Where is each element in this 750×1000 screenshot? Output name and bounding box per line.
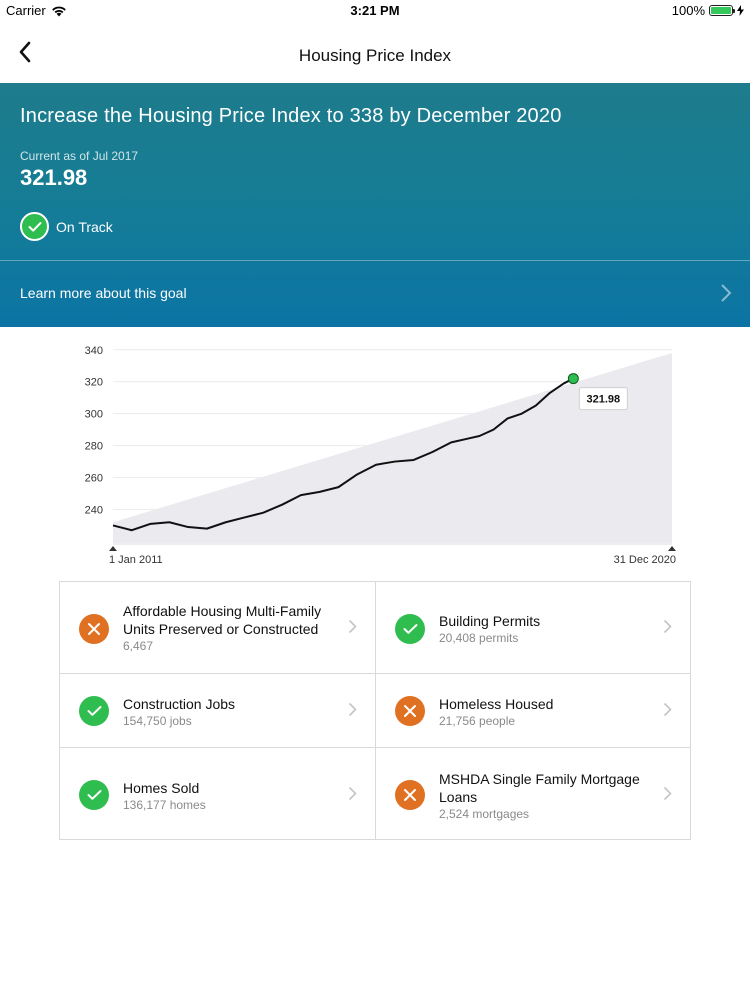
checkmark-icon: [395, 614, 425, 644]
checkmark-icon: [79, 696, 109, 726]
y-tick-label: 300: [85, 409, 103, 421]
divider: [60, 673, 690, 674]
metric-name: Building Permits: [439, 613, 541, 629]
learn-more-row[interactable]: Learn more about this goal: [0, 261, 750, 327]
current-value-label: 321.98: [587, 394, 621, 406]
carrier-label: Carrier: [6, 3, 46, 18]
metric-affordable-housing[interactable]: Affordable Housing Multi-Family Units Pr…: [60, 582, 375, 673]
metric-name: Construction Jobs: [123, 696, 236, 712]
metric-value: 20,408 permits: [439, 631, 519, 645]
charging-bolt-icon: [737, 5, 744, 16]
metric-value: 154,750 jobs: [123, 714, 192, 728]
metric-homes-sold[interactable]: Homes Sold 136,177 homes: [60, 748, 375, 839]
divider: [60, 747, 690, 748]
chevron-right-icon: [348, 786, 357, 801]
checkmark-icon: [20, 212, 49, 241]
y-tick-label: 280: [85, 441, 103, 453]
target-trajectory-area: [113, 352, 672, 543]
y-tick-label: 260: [85, 473, 103, 485]
goal-summary-panel: Increase the Housing Price Index to 338 …: [0, 83, 750, 327]
divider: [0, 260, 750, 261]
related-metrics-grid: Affordable Housing Multi-Family Units Pr…: [59, 581, 691, 840]
metric-name: Homeless Housed: [439, 696, 554, 712]
current-as-of-label: Current as of Jul 2017: [20, 149, 139, 163]
wifi-icon: [51, 6, 66, 16]
series-line: [112, 377, 574, 532]
back-chevron-icon[interactable]: [14, 40, 38, 64]
navigation-bar: Housing Price Index: [0, 22, 750, 83]
chevron-right-icon: [663, 619, 672, 634]
metric-building-permits[interactable]: Building Permits 20,408 permits: [376, 582, 690, 673]
chevron-right-icon: [348, 702, 357, 717]
metric-value: 2,524 mortgages: [439, 807, 530, 821]
y-tick-label: 320: [85, 377, 103, 389]
chevron-right-icon: [663, 702, 672, 717]
x-mark-icon: [395, 696, 425, 726]
chart-canvas: 240 260 280 300 320 340 321.98 1 Jan 2011 31 Dec…: [85, 345, 676, 566]
divider: [375, 582, 376, 839]
carrier-indicator: Carrier: [6, 3, 67, 18]
battery-percent: 100%: [671, 3, 705, 18]
page-title: Housing Price Index: [298, 46, 452, 65]
status-label: On Track: [56, 218, 113, 235]
metric-construction-jobs[interactable]: Construction Jobs 154,750 jobs: [60, 674, 375, 747]
x-mark-icon: [395, 780, 425, 810]
chevron-right-icon: [721, 284, 732, 302]
metric-mshda-mortgage-loans[interactable]: MSHDA Single Family Mortgage Loans 2,524…: [376, 748, 690, 839]
metric-homeless-housed[interactable]: Homeless Housed 21,756 people: [376, 674, 690, 747]
checkmark-icon: [79, 780, 109, 810]
metric-name: Homes Sold: [123, 780, 200, 796]
x-mark-icon: [79, 614, 109, 644]
metric-name: Affordable Housing Multi-Family Units Pr…: [123, 603, 322, 637]
clock: 3:21 PM: [350, 3, 400, 18]
metric-value: 6,467: [123, 639, 154, 653]
metric-value: 136,177 homes: [123, 798, 206, 812]
status-badge: On Track: [20, 212, 113, 241]
metric-name: MSHDA Single Family Mortgage Loans: [439, 771, 640, 805]
goal-statement: Increase the Housing Price Index to 338 …: [20, 105, 562, 127]
chevron-right-icon: [663, 786, 672, 801]
current-value-callout: [578, 387, 628, 411]
current-point: [567, 373, 579, 385]
y-tick-label: 340: [85, 345, 103, 357]
status-bar: Carrier 3:21 PM 100%: [0, 0, 750, 22]
battery-icon: [709, 5, 735, 16]
housing-price-chart: 240 260 280 300 320 340 321.98 1 Jan 2011 31 Dec…: [0, 345, 750, 570]
current-value: 321.98: [20, 165, 88, 190]
y-tick-label: 240: [85, 504, 103, 516]
x-start-label: 1 Jan 2011: [109, 554, 163, 566]
metric-value: 21,756 people: [439, 714, 516, 728]
chevron-right-icon: [348, 619, 357, 634]
x-start-marker: [109, 546, 117, 551]
learn-more-label: Learn more about this goal: [20, 285, 187, 301]
x-end-label: 31 Dec 2020: [614, 554, 676, 566]
x-end-marker: [668, 546, 676, 551]
battery-indicator: 100%: [672, 3, 744, 18]
